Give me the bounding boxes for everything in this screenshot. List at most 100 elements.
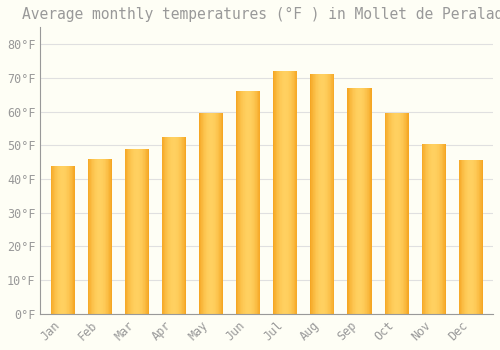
Bar <box>241 91 242 314</box>
Bar <box>359 88 360 314</box>
Bar <box>217 113 218 314</box>
Bar <box>423 144 424 314</box>
Bar <box>247 91 248 314</box>
Bar <box>239 91 240 314</box>
Bar <box>316 75 317 314</box>
Bar <box>172 137 174 314</box>
Bar <box>322 75 323 314</box>
Bar <box>94 159 95 314</box>
Bar <box>391 113 392 314</box>
Bar <box>463 161 464 314</box>
Bar <box>58 166 59 314</box>
Bar <box>222 113 223 314</box>
Bar <box>132 149 133 314</box>
Bar <box>171 137 172 314</box>
Bar <box>203 113 204 314</box>
Bar <box>181 137 182 314</box>
Bar <box>323 75 324 314</box>
Bar <box>182 137 183 314</box>
Bar <box>199 113 200 314</box>
Bar <box>315 75 316 314</box>
Bar <box>202 113 203 314</box>
Bar <box>435 144 436 314</box>
Bar <box>348 88 349 314</box>
Bar <box>439 144 440 314</box>
Bar <box>209 113 210 314</box>
Bar <box>441 144 442 314</box>
Bar <box>427 144 428 314</box>
Bar <box>280 71 281 314</box>
Bar <box>259 91 260 314</box>
Bar <box>258 91 259 314</box>
Bar <box>98 159 99 314</box>
Bar <box>363 88 364 314</box>
Bar <box>287 71 288 314</box>
Bar <box>70 166 71 314</box>
Bar <box>285 71 286 314</box>
Bar <box>175 137 176 314</box>
Bar <box>349 88 350 314</box>
Bar <box>166 137 168 314</box>
Bar <box>384 113 385 314</box>
Bar <box>56 166 57 314</box>
Bar <box>168 137 169 314</box>
Bar <box>429 144 430 314</box>
Bar <box>126 149 127 314</box>
Bar <box>148 149 149 314</box>
Bar <box>216 113 217 314</box>
Bar <box>434 144 435 314</box>
Bar <box>127 149 128 314</box>
Bar <box>478 161 479 314</box>
Bar <box>314 75 315 314</box>
Bar <box>407 113 408 314</box>
Bar <box>433 144 434 314</box>
Bar <box>68 166 69 314</box>
Bar <box>73 166 74 314</box>
Bar <box>442 144 444 314</box>
Bar <box>288 71 289 314</box>
Bar <box>470 161 471 314</box>
Bar <box>444 144 445 314</box>
Bar <box>327 75 328 314</box>
Bar <box>177 137 178 314</box>
Bar <box>250 91 251 314</box>
Bar <box>286 71 287 314</box>
Bar <box>251 91 252 314</box>
Bar <box>139 149 140 314</box>
Bar <box>351 88 352 314</box>
Bar <box>325 75 326 314</box>
Bar <box>178 137 180 314</box>
Bar <box>141 149 142 314</box>
Bar <box>464 161 465 314</box>
Bar <box>204 113 205 314</box>
Bar <box>355 88 356 314</box>
Bar <box>90 159 91 314</box>
Bar <box>174 137 175 314</box>
Bar <box>461 161 462 314</box>
Bar <box>371 88 372 314</box>
Bar <box>180 137 181 314</box>
Bar <box>128 149 129 314</box>
Bar <box>129 149 130 314</box>
Bar <box>331 75 332 314</box>
Bar <box>358 88 359 314</box>
Bar <box>215 113 216 314</box>
Bar <box>240 91 241 314</box>
Bar <box>111 159 112 314</box>
Bar <box>211 113 212 314</box>
Bar <box>66 166 67 314</box>
Bar <box>93 159 94 314</box>
Bar <box>366 88 368 314</box>
Bar <box>469 161 470 314</box>
Bar <box>403 113 404 314</box>
Bar <box>317 75 318 314</box>
Bar <box>296 71 298 314</box>
Bar <box>364 88 365 314</box>
Bar <box>387 113 388 314</box>
Bar <box>445 144 446 314</box>
Bar <box>137 149 138 314</box>
Bar <box>213 113 214 314</box>
Bar <box>133 149 134 314</box>
Bar <box>481 161 482 314</box>
Bar <box>104 159 105 314</box>
